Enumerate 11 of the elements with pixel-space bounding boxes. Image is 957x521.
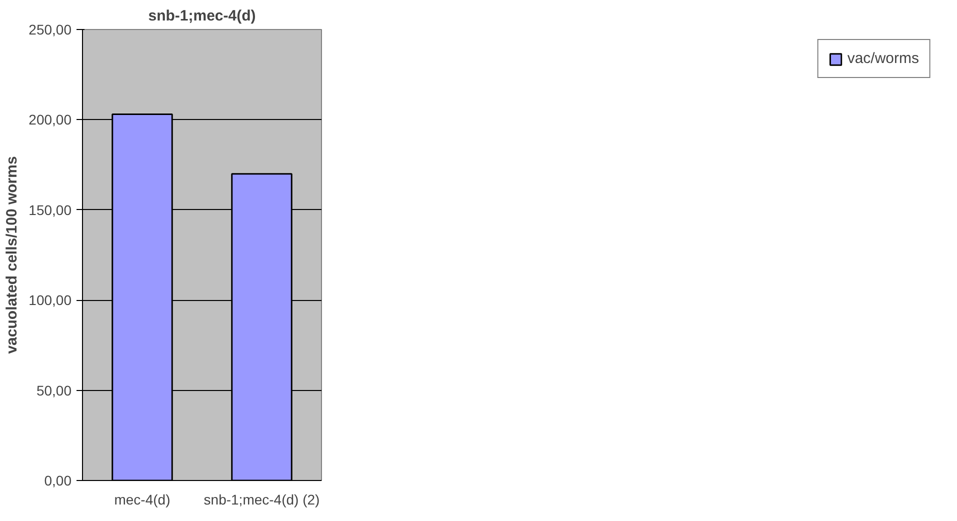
y-tick-label: 100,00 — [28, 292, 72, 308]
y-tick-label: 50,00 — [36, 382, 72, 398]
x-tick-label: mec-4(d) — [114, 492, 170, 508]
y-axis-title: vacuolated cells/100 worms — [4, 156, 21, 354]
y-tick-label: 0,00 — [44, 472, 72, 488]
y-tick-label: 250,00 — [28, 22, 72, 38]
legend-label: vac/worms — [847, 50, 919, 67]
y-tick-label: 200,00 — [28, 112, 72, 128]
chart-title: snb-1;mec-4(d) — [148, 8, 256, 24]
x-tick-label: snb-1;mec-4(d) (2) — [204, 492, 320, 508]
y-tick-label: 150,00 — [28, 202, 72, 218]
